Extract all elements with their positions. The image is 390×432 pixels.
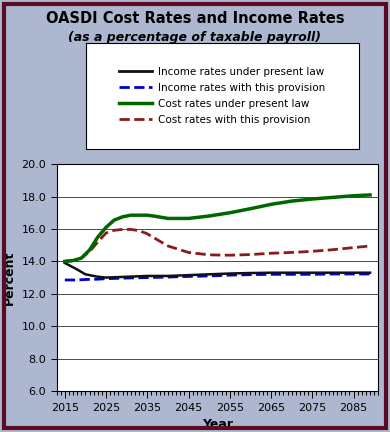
- X-axis label: Year: Year: [202, 418, 233, 431]
- Y-axis label: Percent: Percent: [3, 251, 16, 305]
- Text: (as a percentage of taxable payroll): (as a percentage of taxable payroll): [69, 31, 321, 44]
- Legend: Income rates under present law, Income rates with this provision, Cost rates und: Income rates under present law, Income r…: [115, 63, 330, 129]
- Text: OASDI Cost Rates and Income Rates: OASDI Cost Rates and Income Rates: [46, 11, 344, 26]
